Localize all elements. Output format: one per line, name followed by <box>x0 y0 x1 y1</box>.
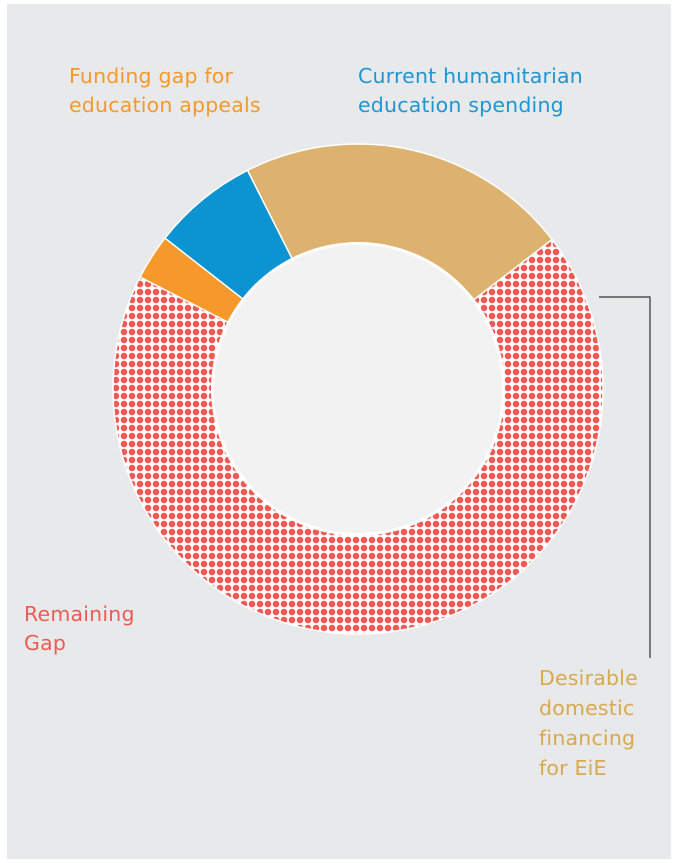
desirable-leader-line <box>599 296 651 658</box>
slice-label-desirable-financing: Desirable domestic financing for EiE <box>539 666 638 780</box>
donut-hole <box>214 245 502 533</box>
slice-label-current-spending: Current humanitarian education spending <box>358 64 583 117</box>
slice-label-funding-gap: Funding gap for education appeals <box>69 64 261 117</box>
slice-label-remaining-gap: Remaining Gap <box>24 602 135 655</box>
